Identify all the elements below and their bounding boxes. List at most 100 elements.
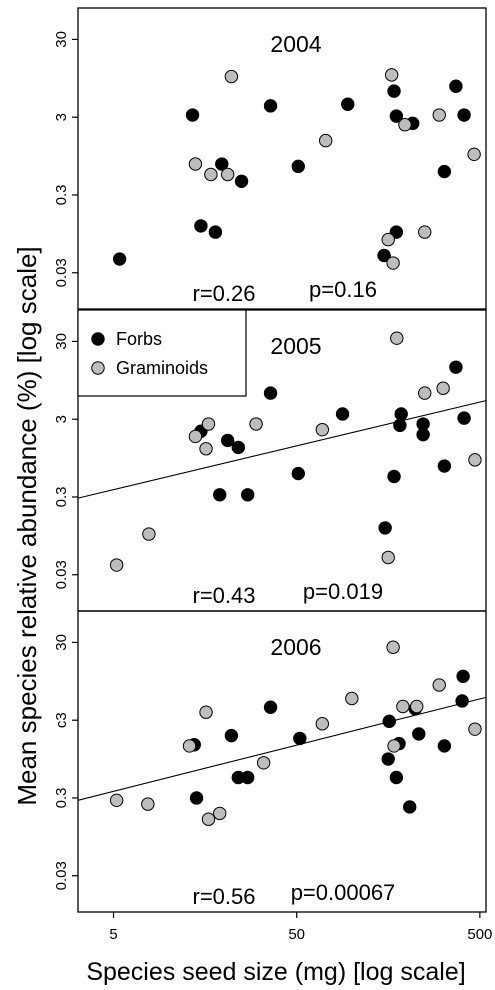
point-forbs xyxy=(213,488,227,502)
point-forbs xyxy=(231,440,245,455)
point-forbs xyxy=(387,469,401,484)
fit-line xyxy=(77,400,487,499)
point-graminoids xyxy=(188,157,203,171)
point-graminoids xyxy=(468,722,482,736)
point-graminoids xyxy=(109,793,124,808)
point-graminoids xyxy=(141,797,155,811)
point-forbs xyxy=(377,248,391,263)
legend-marker xyxy=(91,332,105,346)
panel-title: 2005 xyxy=(270,333,321,359)
point-graminoids xyxy=(199,705,213,719)
point-graminoids xyxy=(436,381,450,395)
legend-marker xyxy=(91,361,105,375)
point-forbs xyxy=(457,108,471,122)
point-graminoids xyxy=(319,133,333,148)
point-graminoids xyxy=(398,118,412,132)
y-tick-label: 30 xyxy=(53,31,70,48)
point-graminoids xyxy=(204,167,218,182)
point-forbs xyxy=(457,411,471,425)
point-forbs xyxy=(449,79,463,93)
point-graminoids xyxy=(142,527,156,541)
point-graminoids xyxy=(201,417,216,431)
point-graminoids xyxy=(418,225,432,239)
point-graminoids xyxy=(432,678,446,692)
point-forbs xyxy=(416,427,430,442)
point-graminoids xyxy=(381,550,395,565)
point-forbs xyxy=(403,800,417,814)
point-graminoids xyxy=(390,331,404,345)
point-graminoids xyxy=(467,147,481,162)
point-graminoids xyxy=(224,69,239,84)
legend-label: Graminoids xyxy=(116,358,208,378)
point-forbs xyxy=(215,157,229,171)
panel-title: 2004 xyxy=(270,31,321,57)
y-axis-label: Mean species relative abundance (%) [log… xyxy=(12,246,42,805)
panel-title: 2006 xyxy=(270,634,321,660)
point-forbs xyxy=(382,714,396,729)
point-graminoids xyxy=(220,167,235,182)
point-graminoids xyxy=(249,417,263,431)
point-forbs xyxy=(389,770,404,785)
point-forbs xyxy=(291,159,305,174)
legend: Forbs Graminoids xyxy=(77,309,247,397)
panel-2004: 30 3 0.3 0.03 2004 r=0.26 p=0.16 xyxy=(53,7,487,310)
point-graminoids xyxy=(345,691,359,706)
y-tick-label: 0.03 xyxy=(53,258,70,287)
panel-2005: 30 3 0.3 0.03 2005 r=0.43 p=0.019 xyxy=(53,309,487,612)
point-forbs xyxy=(263,386,278,400)
x-axis-label: Species seed size (mg) [log scale] xyxy=(86,958,465,986)
point-forbs xyxy=(185,108,200,122)
point-forbs xyxy=(437,459,452,473)
point-graminoids xyxy=(182,739,197,753)
x-tick-label: 500 xyxy=(467,926,492,943)
point-graminoids xyxy=(387,739,401,753)
r-value: r=0.56 xyxy=(193,884,256,909)
y-tick-label: 3 xyxy=(53,113,70,121)
y-tick-label: 30 xyxy=(53,333,70,350)
point-graminoids xyxy=(199,442,213,456)
point-graminoids xyxy=(315,717,330,731)
point-forbs xyxy=(387,84,401,98)
p-value: p=0.019 xyxy=(303,579,383,604)
y-tick-label: c3 xyxy=(53,712,70,728)
panel-2006: 30 c3 0.3 0.03 5 50 500 2006 r=0.56 p=0.00067 xyxy=(53,610,492,943)
point-forbs xyxy=(194,219,208,233)
point-forbs xyxy=(341,97,355,111)
point-forbs xyxy=(378,521,392,535)
point-graminoids xyxy=(381,232,395,247)
point-forbs xyxy=(291,466,305,481)
point-forbs xyxy=(293,731,307,746)
point-forbs xyxy=(437,739,452,753)
point-graminoids xyxy=(384,68,399,82)
y-tick-label: 0.3 xyxy=(53,185,70,206)
point-forbs xyxy=(234,174,249,188)
panels: 30 3 0.3 0.03 2004 r=0.26 p=0.16 30 3 0.3 0.03 2005… xyxy=(53,7,492,943)
point-forbs xyxy=(240,488,255,502)
point-forbs xyxy=(412,727,426,741)
point-graminoids xyxy=(213,806,227,821)
point-forbs xyxy=(189,791,204,805)
panel-frame xyxy=(77,7,487,310)
x-tick-label: 5 xyxy=(109,926,117,943)
y-tick-label: 30 xyxy=(53,634,70,651)
point-graminoids xyxy=(432,108,446,122)
point-graminoids xyxy=(201,812,216,826)
y-tick-label: 0.3 xyxy=(53,487,70,508)
fit-line xyxy=(77,696,487,801)
point-forbs xyxy=(112,252,127,266)
panel-frame xyxy=(77,610,487,913)
point-forbs xyxy=(381,752,395,766)
r-value: r=0.43 xyxy=(193,583,256,608)
point-forbs xyxy=(389,109,404,123)
point-graminoids xyxy=(109,558,124,572)
y-tick-label: 3 xyxy=(53,415,70,423)
point-forbs xyxy=(389,225,404,239)
point-forbs xyxy=(455,694,469,708)
p-value: p=0.00067 xyxy=(291,880,396,905)
y-tick-label: 0.03 xyxy=(53,560,70,589)
point-forbs xyxy=(449,360,463,374)
y-tick-label: 0.03 xyxy=(53,861,70,890)
point-forbs xyxy=(456,669,470,684)
point-forbs xyxy=(437,164,452,179)
